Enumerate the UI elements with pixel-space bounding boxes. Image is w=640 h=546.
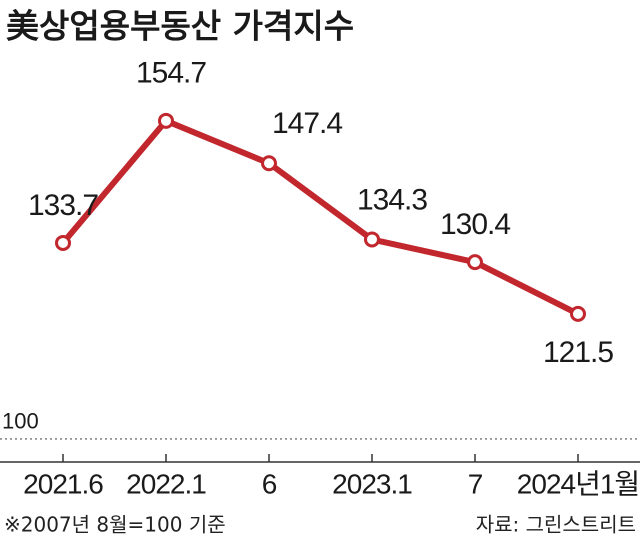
value-label: 147.4	[272, 107, 342, 140]
value-label: 154.7	[136, 57, 206, 90]
reference-label: 100	[2, 409, 39, 434]
line	[60, 117, 580, 317]
value-label: 130.4	[440, 208, 510, 241]
source: 자료: 그린스트리트	[476, 513, 636, 537]
x-tick-label: 7	[468, 468, 483, 499]
point	[55, 234, 71, 251]
x-tick-label: 2021.6	[23, 468, 103, 499]
value-label: 133.7	[28, 189, 98, 222]
x-tick-label: 6	[262, 468, 277, 499]
point	[570, 305, 586, 322]
x-tick-label: 2022.1	[126, 468, 206, 499]
point	[158, 112, 174, 129]
point	[364, 231, 380, 248]
point	[261, 155, 277, 172]
point	[467, 254, 483, 271]
note: ※2007년 8월=100 기준	[4, 513, 226, 537]
value-label: 134.3	[357, 183, 427, 216]
value-label: 121.5	[543, 336, 613, 369]
x-tick-label: 2023.1	[332, 468, 412, 499]
x-tick-label: 2024년1월	[517, 468, 639, 499]
chart-title: 美상업용부동산 가격지수	[6, 7, 354, 46]
